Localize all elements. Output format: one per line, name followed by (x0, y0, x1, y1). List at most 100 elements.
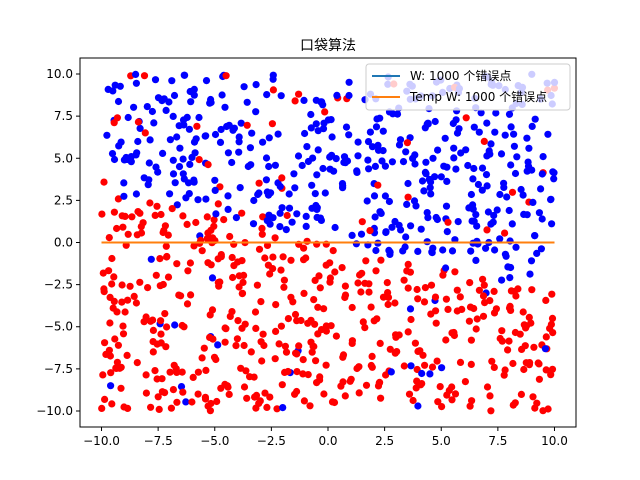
scatter-point (185, 125, 193, 133)
scatter-point (238, 209, 246, 217)
scatter-point (354, 138, 362, 146)
y-axis: 10.0 7.5 5.0 2.5 0.0 −2.5 −5.0 −7.5 −10.0 (36, 67, 80, 418)
scatter-point (169, 112, 177, 120)
scatter-point (426, 184, 434, 192)
scatter-point (212, 210, 220, 218)
scatter-point (448, 247, 457, 255)
scatter-point (308, 348, 316, 356)
scatter-point (224, 192, 232, 200)
scatter-point (157, 317, 165, 325)
scatter-point (143, 103, 151, 111)
scatter-point (353, 168, 361, 176)
scatter-point (166, 136, 174, 144)
scatter-point (157, 330, 165, 338)
scatter-point (528, 122, 536, 130)
scatter-point (266, 270, 274, 278)
scatter-point (480, 137, 488, 145)
scatter-point (202, 195, 210, 203)
scatter-point (411, 339, 419, 347)
scatter-point (173, 260, 181, 268)
scatter-point (489, 218, 497, 226)
scatter-point (120, 156, 128, 164)
scatter-point (483, 182, 491, 190)
scatter-point (426, 370, 434, 378)
scatter-point (110, 273, 118, 281)
scatter-point (506, 302, 514, 310)
scatter-point (529, 198, 537, 206)
scatter-point (481, 299, 489, 307)
scatter-point (386, 345, 394, 353)
scatter-point (224, 149, 232, 157)
scatter-point (113, 114, 121, 122)
scatter-point (439, 246, 447, 254)
scatter-point (488, 357, 496, 365)
scatter-point (420, 187, 428, 195)
scatter-point (490, 287, 498, 295)
scatter-point (117, 384, 125, 392)
scatter-point (103, 131, 111, 139)
scatter-point (324, 116, 332, 124)
scatter-point (252, 391, 261, 399)
scatter-point (119, 322, 127, 330)
scatter-point (483, 226, 491, 234)
y-tick-label: 2.5 (54, 193, 73, 207)
scatter-point (453, 286, 461, 294)
scatter-point (211, 176, 219, 184)
scatter-point (312, 120, 320, 128)
scatter-point (269, 253, 277, 261)
scatter-point (412, 202, 420, 210)
scatter-point (133, 149, 141, 157)
scatter-point (194, 196, 202, 204)
scatter-point (164, 231, 172, 239)
scatter-point (418, 380, 426, 388)
scatter-point (208, 306, 217, 314)
scatter-point (420, 298, 429, 306)
scatter-point (502, 252, 510, 260)
scatter-point (326, 165, 334, 173)
x-tick-label: −5.0 (200, 434, 229, 448)
scatter-point (490, 363, 498, 371)
scatter-point (444, 218, 452, 226)
scatter-point (269, 86, 277, 94)
scatter-point (313, 171, 321, 179)
scatter-point (483, 152, 491, 160)
scatter-point (391, 299, 399, 307)
scatter-point (112, 364, 120, 372)
scatter-point (251, 308, 260, 316)
scatter-point (462, 114, 470, 122)
scatter-point (150, 119, 158, 127)
scatter-point (492, 109, 500, 117)
plot-area (79, 57, 577, 428)
scatter-point (509, 401, 517, 409)
scatter-point (311, 320, 319, 328)
scatter-point (399, 247, 407, 255)
scatter-point (547, 371, 555, 379)
scatter-point (295, 90, 303, 98)
scatter-point (202, 366, 210, 374)
scatter-point (136, 278, 144, 286)
scatter-point (431, 117, 439, 126)
scatter-point (319, 101, 327, 109)
scatter-point (156, 255, 164, 263)
scatter-point (542, 333, 550, 341)
scatter-point (279, 253, 287, 261)
scatter-point (511, 169, 520, 178)
scatter-point (379, 127, 387, 135)
scatter-point (147, 403, 155, 411)
scatter-point (101, 339, 109, 347)
scatter-point (108, 254, 116, 263)
scatter-point (441, 134, 449, 142)
scatter-point (376, 114, 384, 122)
scatter-point (468, 217, 476, 225)
scatter-point (276, 223, 284, 231)
scatter-point (192, 218, 200, 227)
scatter-point (314, 127, 322, 135)
scatter-point (301, 129, 309, 138)
scatter-point (365, 288, 373, 296)
scatter-point (519, 191, 527, 199)
scatter-point (364, 138, 373, 146)
scatter-point (407, 315, 415, 324)
scatter-point (149, 326, 157, 334)
scatter-point (218, 91, 226, 99)
scatter-point (168, 77, 176, 85)
